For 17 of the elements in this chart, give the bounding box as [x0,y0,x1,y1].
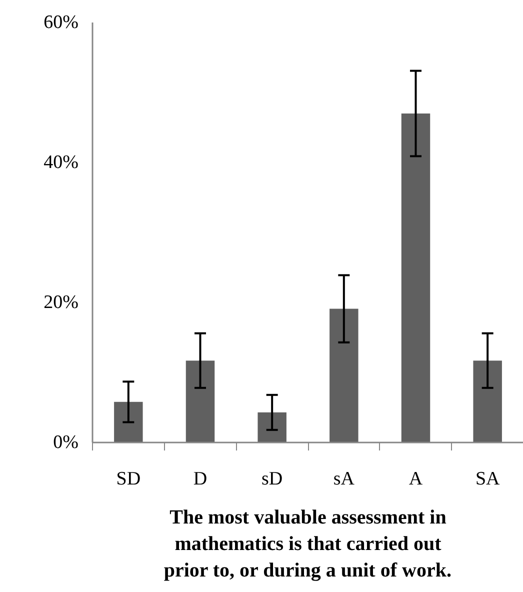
y-tick-label: 0% [53,432,79,453]
y-tick-label: 20% [44,292,79,313]
bar [330,308,358,442]
y-tick-label: 60% [44,12,79,33]
x-tick-label: sA [333,468,355,490]
bar [473,360,502,442]
bar [401,114,430,442]
x-tick-label: SA [475,468,500,490]
y-tick-label: 40% [44,152,79,173]
bar [258,412,286,442]
x-tick-label: sD [262,468,283,490]
x-axis-title: The most valuable assessment in mathematics is that carried out prior to, or during a unit of work. [164,506,452,582]
x-tick-label: D [193,468,208,490]
x-tick-label: SD [116,468,141,490]
bar [186,360,215,442]
bar [114,402,143,442]
x-tick-label: A [408,468,423,490]
